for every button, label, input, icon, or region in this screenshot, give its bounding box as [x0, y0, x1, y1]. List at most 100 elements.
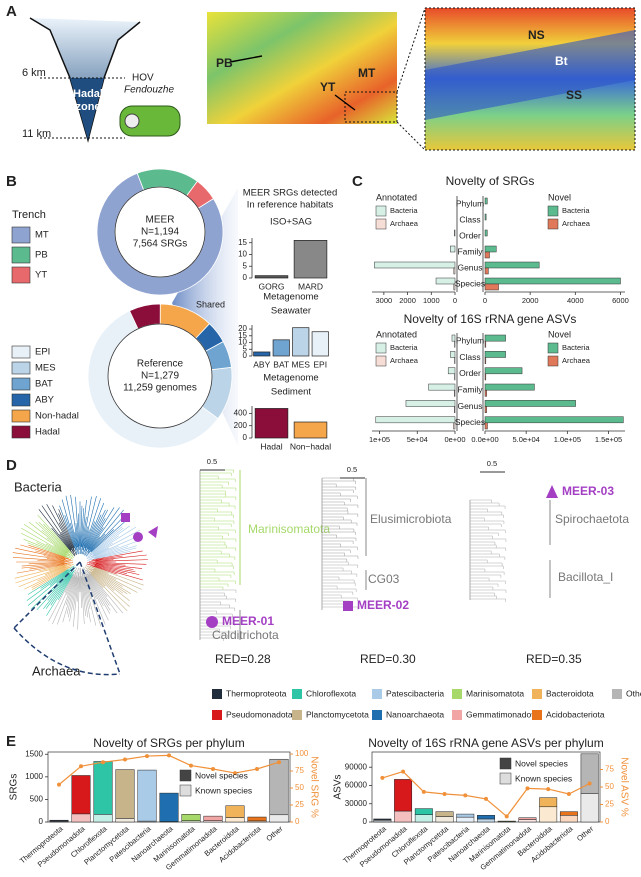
donut-center-text: MEER — [146, 215, 175, 226]
legend-label: Planctomycetota — [306, 709, 369, 719]
line-point — [145, 754, 149, 759]
bar — [375, 416, 456, 424]
tree-branch — [83, 570, 97, 600]
bar-segment — [435, 811, 454, 817]
tree-branch — [67, 575, 78, 618]
legend-swatch — [372, 710, 382, 720]
bar-segment — [115, 769, 135, 819]
category-label: Family — [457, 246, 483, 256]
bar-segment — [269, 814, 289, 823]
bar — [292, 327, 310, 357]
bar-segment — [518, 817, 537, 820]
legend-title: Trench — [12, 209, 46, 221]
bar-segment — [580, 753, 599, 794]
donut-center-text: N=1,279 — [141, 371, 180, 382]
bar — [453, 406, 456, 413]
tree-branch — [28, 521, 69, 554]
tree-branch — [83, 567, 111, 611]
legend-label: Known species — [195, 785, 252, 795]
tree-branch — [44, 564, 74, 576]
bar-segment — [414, 808, 433, 815]
tree-branch — [88, 568, 124, 594]
line-point — [442, 792, 447, 796]
tree-branch — [37, 568, 66, 582]
bar-segment — [247, 816, 267, 822]
bar — [484, 261, 540, 269]
x-tick-label: EPI — [313, 359, 327, 369]
tree-branch — [37, 560, 69, 562]
chart-title: Novelty of SRGs — [446, 174, 535, 188]
x-tick-label: 0 — [453, 296, 457, 305]
legend-label: ABY — [35, 395, 55, 406]
chart-title: Metagenome — [263, 373, 318, 384]
y-tick-label: 90000 — [345, 762, 368, 771]
tree-branch — [29, 563, 68, 570]
tree-branch — [72, 572, 79, 611]
tree-branch — [91, 554, 147, 562]
submersible-window — [124, 113, 140, 129]
bar — [484, 422, 488, 430]
chart-title: Novelty of 16S rRNA gene ASVs per phylum — [368, 736, 603, 750]
tree-branch — [85, 526, 123, 558]
bar-segment — [71, 775, 91, 815]
bar — [484, 400, 576, 407]
tree-branch — [81, 496, 92, 550]
tree-branch — [62, 575, 77, 623]
tree-branch — [14, 564, 71, 579]
legend-label: Known species — [515, 773, 572, 783]
tree-branch — [83, 518, 106, 555]
tree-branch — [66, 571, 77, 596]
category-label: Phylum — [456, 198, 484, 208]
legend-label: Patescibacteria — [386, 688, 444, 698]
bar — [484, 277, 621, 285]
legend-swatch — [11, 246, 31, 264]
bar-segment — [394, 779, 413, 812]
legend-swatch — [547, 342, 559, 354]
bar-segment — [93, 814, 113, 823]
tree-branch — [59, 533, 72, 550]
vehicle-label: HOV — [132, 73, 154, 84]
legend-label: Bacteria — [390, 343, 418, 352]
tree-branch — [86, 573, 111, 614]
x-tick-label: Other — [575, 824, 596, 843]
legend-label: Novel species — [195, 770, 248, 780]
x-tick-label: 1000 — [423, 296, 440, 305]
legend-swatch — [499, 772, 512, 785]
tree-branch — [87, 550, 131, 561]
panel-d: Bacteria Archaea 0.5 Marinisomatota Caldit… — [12, 457, 641, 720]
x-tick-label: 0.0e+00 — [471, 435, 498, 444]
tree-branch — [27, 569, 69, 595]
legend-swatch — [11, 361, 31, 375]
legend-swatch — [11, 226, 31, 244]
tree-branch — [81, 571, 91, 623]
legend-label: Pseudomonadota — [226, 709, 293, 719]
x-tick-label: 0 — [483, 296, 487, 305]
chart-title: Novelty of 16S rRNA gene ASVs — [404, 312, 577, 326]
bar — [453, 283, 456, 291]
tree-branch — [81, 499, 87, 548]
tree-branch — [56, 571, 77, 625]
y-tick-label: 1500 — [25, 749, 43, 758]
tree-branch — [92, 568, 138, 593]
tree-branch — [26, 569, 70, 601]
tree-branch — [47, 558, 68, 561]
highlight-square — [121, 513, 130, 522]
tree-branch — [43, 574, 71, 609]
legend-label: MT — [35, 230, 49, 241]
tree-branch — [90, 573, 104, 588]
legend-title: Annotated — [376, 192, 417, 202]
legend-swatch — [11, 425, 31, 439]
tree-branch — [69, 522, 78, 551]
bar — [484, 389, 487, 397]
bar — [253, 351, 271, 357]
bar-segment — [477, 818, 495, 823]
tree-branch — [61, 499, 76, 547]
x-tick-label: 5.0e+04 — [513, 435, 540, 444]
tree-branch — [80, 575, 82, 608]
tree-branch — [92, 525, 130, 553]
legend-label: Non-hadal — [35, 411, 79, 422]
depth-label: 6 km — [22, 67, 46, 79]
line-point — [277, 760, 281, 765]
bar-segment — [539, 806, 558, 823]
